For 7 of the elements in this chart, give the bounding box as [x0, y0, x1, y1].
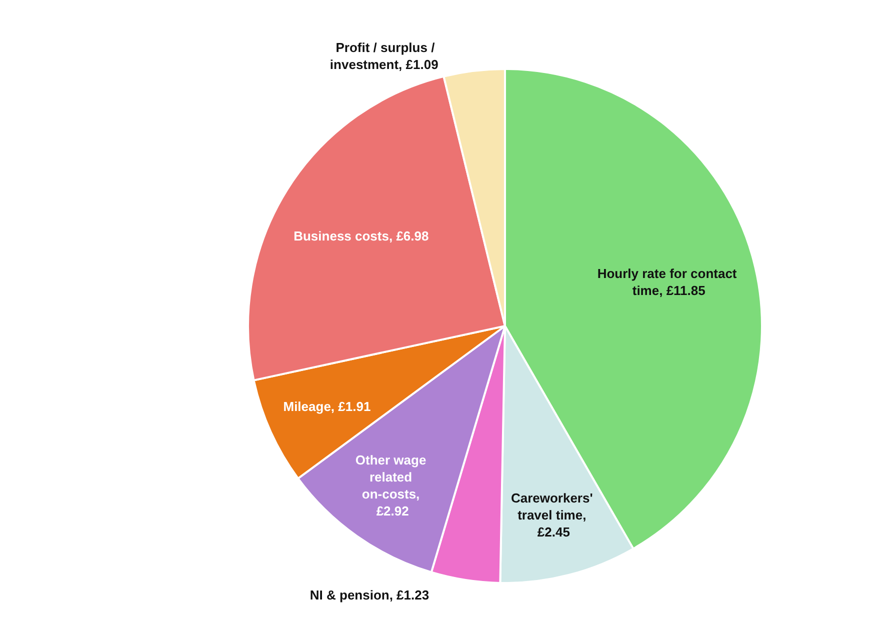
slice-label: Mileage, £1.91 — [283, 398, 371, 414]
slice-label: Other wage related on-costs, £2.92 — [355, 452, 430, 519]
slice-label: Business costs, £6.98 — [294, 228, 429, 244]
slice-label: Profit / surplus / investment, £1.09 — [330, 40, 438, 72]
slice-label: Hourly rate for contact time, £11.85 — [597, 266, 740, 298]
slice-label: NI & pension, £1.23 — [310, 587, 430, 602]
slice-label: Careworkers' travel time, £2.45 — [510, 490, 596, 540]
